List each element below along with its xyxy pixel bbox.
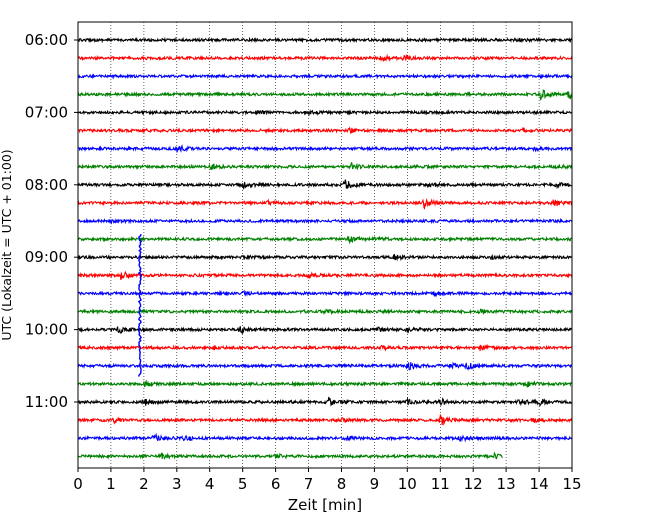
seismogram-trace (77, 235, 573, 245)
seismogram-trace (77, 308, 573, 316)
x-tick-label: 12 (464, 475, 483, 493)
x-tick-label: 2 (139, 475, 149, 493)
seismogram-trace (77, 72, 573, 80)
y-tick-label: 11:00 (25, 393, 68, 411)
x-tick-label: 1 (106, 475, 116, 493)
seismogram-trace (77, 361, 573, 371)
x-tick-label: 10 (398, 475, 417, 493)
x-tick-label: 13 (497, 475, 516, 493)
x-tick-label: 15 (562, 475, 581, 493)
seismogram-trace (78, 289, 573, 298)
x-tick-label: 3 (172, 475, 182, 493)
x-tick-label: 7 (304, 475, 314, 493)
x-tick-label: 8 (337, 475, 347, 493)
seismogram-trace (77, 53, 573, 62)
seismogram-trace (77, 432, 573, 443)
x-tick-label: 5 (238, 475, 248, 493)
seismogram-trace (77, 126, 573, 135)
axis-ticks: 0 1 2 3 4 5 6 7 8 9 10 11 12 13 14 1506:0007:0008:0009:… (25, 31, 582, 493)
trace-group (77, 36, 573, 460)
x-tick-label: 9 (370, 475, 380, 493)
plot-area-background (78, 22, 572, 468)
y-tick-label: 06:00 (25, 31, 68, 49)
seismogram-trace (77, 253, 573, 262)
seismogram-trace (77, 179, 573, 191)
y-tick-label: 08:00 (25, 176, 68, 194)
plot-frame (77, 21, 573, 469)
seismogram-trace (77, 217, 573, 225)
x-tick-label: 6 (271, 475, 281, 493)
y-tick-label: 09:00 (25, 248, 68, 266)
seismogram-trace (77, 326, 572, 335)
seismogram-trace (77, 197, 573, 210)
seismogram-trace (77, 88, 573, 101)
seismogram-trace (77, 161, 573, 171)
y-axis-label: UTC (Lokalzeit = UTC + 01:00) (0, 149, 14, 340)
seismogram-trace (77, 143, 573, 154)
seismogram-trace (77, 270, 573, 281)
seismogram-trace (77, 451, 503, 460)
seismogram-trace (77, 414, 573, 427)
seismogram-trace (77, 343, 573, 352)
seismogram-spike (137, 234, 143, 377)
x-axis-label: Zeit [min] (288, 496, 362, 514)
seismogram-trace (77, 36, 573, 44)
x-tick-label: 0 (73, 475, 83, 493)
seismogram-trace (77, 379, 573, 388)
y-tick-label: 07:00 (25, 103, 68, 121)
y-tick-label: 10:00 (25, 321, 68, 339)
x-tick-label: 11 (431, 475, 450, 493)
x-tick-label: 4 (205, 475, 215, 493)
seismogram-trace (77, 396, 573, 407)
seismogram-trace (77, 109, 573, 117)
x-tick-label: 14 (530, 475, 549, 493)
